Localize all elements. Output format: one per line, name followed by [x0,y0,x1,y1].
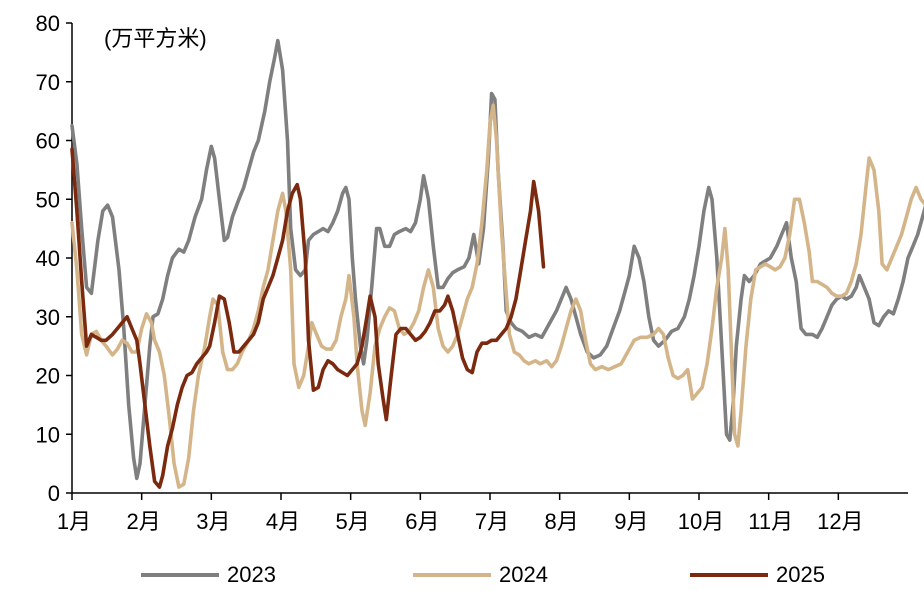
y-tick-label: 20 [36,364,60,389]
series-line-2024 [70,103,924,489]
y-tick-label: 50 [36,187,60,212]
axes: 0 10 20 30 40 50 60 70 80 1月 2月 3月 4月 5月 6月 7月 8月 9月 10月 11… [36,11,908,534]
legend-label-2025: 2025 [776,562,825,587]
x-tick-label: 9月 [614,509,648,534]
x-tick-label: 3月 [196,509,230,534]
x-tick-label: 4月 [266,509,300,534]
series-line-2025 [70,147,546,489]
series-lines [70,38,924,489]
legend-label-2023: 2023 [227,562,276,587]
series-line-2023 [70,38,924,481]
x-tick-label: 1月 [57,509,91,534]
legend: 2023 2024 2025 [141,562,825,587]
x-tick-label: 7月 [475,509,509,534]
y-tick-label: 10 [36,422,60,447]
x-tick-label: 2月 [127,509,161,534]
x-tick-label: 10月 [678,509,724,534]
x-tick-label: 6月 [405,509,439,534]
x-tick-label: 5月 [336,509,370,534]
y-tick-label: 70 [36,70,60,95]
y-tick-label: 40 [36,246,60,271]
y-tick-label: 30 [36,305,60,330]
x-tick-label: 8月 [545,509,579,534]
y-tick-label: 80 [36,11,60,36]
x-tick-label: 11月 [748,509,793,534]
x-tick-label: 12月 [817,509,863,534]
y-tick-label: 60 [36,129,60,154]
y-tick-label: 0 [48,481,60,506]
legend-label-2024: 2024 [499,562,548,587]
unit-label: (万平方米) [104,26,207,51]
